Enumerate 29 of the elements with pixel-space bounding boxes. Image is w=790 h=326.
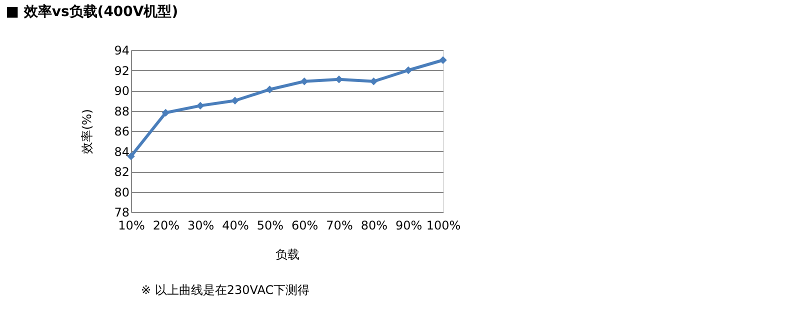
y-tick-label: 88	[114, 104, 130, 118]
x-tick-label: 30%	[187, 218, 214, 232]
y-tick-label: 84	[114, 144, 130, 159]
x-tick-label: 20%	[152, 218, 180, 232]
x-tick-label: 10%	[118, 218, 145, 232]
point	[439, 56, 447, 64]
point	[162, 108, 170, 117]
x-tick-label: 70%	[326, 218, 353, 232]
y-axis-title: 效率(%)	[80, 109, 94, 154]
point	[196, 102, 204, 110]
point	[231, 96, 239, 104]
point	[404, 66, 412, 74]
chart-title: ■ 效率vs负载(400V机型)	[6, 3, 178, 20]
x-tick-label: 100%	[426, 218, 461, 232]
y-tick-label: 86	[114, 124, 130, 138]
y-tick-label: 92	[114, 64, 130, 78]
x-tick-label: 50%	[256, 218, 284, 232]
y-tick-label: 78	[114, 206, 130, 220]
y-tick-label: 82	[114, 165, 130, 179]
x-tick-label: 60%	[291, 218, 318, 232]
x-tick-label: 40%	[222, 218, 249, 232]
y-tick-label: 94	[114, 44, 130, 58]
x-tick-label: 90%	[395, 218, 422, 232]
y-tick-label: 80	[114, 185, 130, 200]
y-tick-label: 90	[114, 84, 130, 98]
x-axis-title: 负载	[276, 248, 300, 262]
point	[266, 86, 274, 94]
x-tick-label: 80%	[360, 218, 388, 232]
text: ※ 以上曲线是在230VAC下测得	[141, 283, 310, 297]
